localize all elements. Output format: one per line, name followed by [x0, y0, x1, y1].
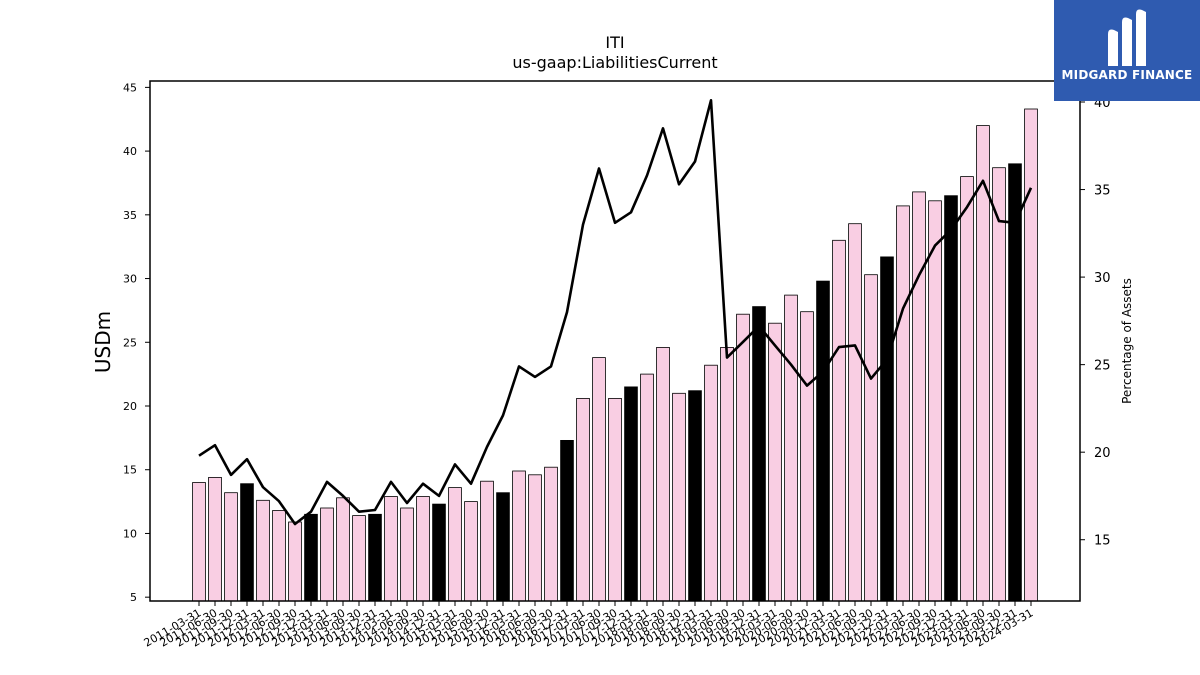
left-tick-label: 20 [123, 400, 137, 413]
bar-2024-03-31 [1024, 108, 1038, 602]
bar-2014-06-30 [400, 507, 414, 602]
bar-2015-09-30 [480, 480, 494, 602]
left-tick-label: 35 [123, 209, 137, 222]
bar-2018-06-30 [656, 346, 670, 602]
bar-2011-12-31 [240, 483, 254, 602]
bar-group [192, 108, 1038, 602]
left-tick-label: 45 [123, 81, 137, 94]
brand-logo: MIDGARD FINANCE [1054, 0, 1200, 101]
bar-2021-06-30 [848, 223, 862, 602]
bar-2011-06-30 [208, 476, 222, 602]
bar-2014-03-31 [384, 496, 398, 602]
left-tick-label: 30 [123, 273, 137, 286]
bar-2020-06-30 [784, 294, 798, 602]
y-axis-label-left: USDm [91, 311, 115, 373]
x-axis: 2011-03-312011-06-302011-09-302011-12-31… [142, 601, 1036, 650]
bar-2021-12-31 [880, 256, 894, 602]
bar-2016-06-30 [528, 474, 542, 602]
y-axis-label-right: Percentage of Assets [1120, 278, 1134, 404]
bar-2023-09-30 [992, 167, 1006, 602]
bar-2019-03-31 [704, 364, 718, 602]
bar-2022-09-30 [928, 200, 942, 602]
chart-title: ITI [605, 33, 625, 52]
bar-2017-09-30 [608, 397, 622, 602]
logo-icon [1108, 9, 1146, 66]
left-tick-label: 40 [123, 145, 137, 158]
bar-2023-03-31 [960, 176, 974, 602]
bar-2022-12-31 [944, 195, 958, 602]
bar-2013-06-30 [336, 497, 350, 602]
bar-2018-12-31 [688, 390, 702, 602]
bar-2020-03-31 [768, 322, 782, 602]
right-tick-label: 20 [1094, 446, 1111, 461]
bar-2018-03-31 [640, 373, 654, 602]
bar-2013-03-31 [320, 507, 334, 602]
left-tick-label: 25 [123, 336, 137, 349]
bar-2016-12-31 [560, 439, 574, 602]
bar-2015-06-30 [464, 501, 478, 602]
bar-2014-09-30 [416, 496, 430, 602]
right-tick-label: 25 [1094, 359, 1111, 374]
bar-2015-03-31 [448, 487, 462, 602]
bar-2017-12-31 [624, 386, 638, 602]
right-tick-label: 30 [1094, 271, 1111, 286]
bar-2015-12-31 [496, 492, 510, 602]
bar-2012-09-30 [288, 521, 302, 602]
bar-2019-09-30 [736, 313, 750, 602]
pct-of-assets-line [198, 99, 1033, 526]
bar-2013-12-31 [368, 513, 382, 602]
left-tick-label: 10 [123, 527, 137, 540]
bar-2022-06-30 [912, 191, 926, 602]
bar-2018-09-30 [672, 392, 686, 602]
bar-2012-12-31 [304, 513, 318, 602]
left-tick-label: 15 [123, 464, 137, 477]
logo-text: MIDGARD FINANCE [1061, 68, 1193, 82]
bar-2016-03-31 [512, 470, 526, 602]
bar-2012-03-31 [256, 499, 270, 602]
right-tick-label: 15 [1094, 534, 1111, 549]
pct-line-layer [198, 99, 1033, 526]
bar-2023-06-30 [976, 125, 990, 602]
bar-2020-09-30 [800, 311, 814, 602]
left-tick-label: 5 [130, 591, 137, 604]
bar-2019-06-30 [720, 346, 734, 602]
bar-2021-03-31 [832, 239, 846, 602]
bar-2017-03-31 [576, 397, 590, 602]
bar-2016-09-30 [544, 466, 558, 602]
bar-2019-12-31 [752, 306, 766, 602]
bar-2017-06-30 [592, 357, 606, 602]
bar-2020-12-31 [816, 280, 830, 602]
chart-subtitle: us-gaap:LiabilitiesCurrent [512, 53, 718, 72]
bar-2023-12-31 [1008, 163, 1022, 602]
bar-2011-09-30 [224, 492, 238, 602]
bar-2014-12-31 [432, 503, 446, 602]
bar-2021-09-30 [864, 274, 878, 602]
bar-2013-09-30 [352, 515, 366, 602]
bar-2011-03-31 [192, 482, 206, 602]
bar-2022-03-31 [896, 205, 910, 602]
bar-2012-06-30 [272, 510, 286, 602]
left-axis: 5 10 15 20 25 30 35 40 45 [123, 81, 150, 604]
right-tick-label: 35 [1094, 184, 1111, 199]
